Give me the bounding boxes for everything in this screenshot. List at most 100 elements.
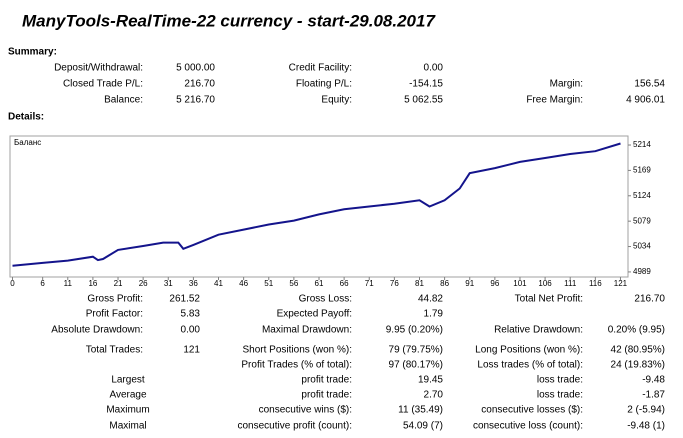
field-label: Maximal Drawdown: xyxy=(262,325,352,336)
field-label: Gross Profit: xyxy=(87,294,143,305)
field-value: 79 (79.75%) xyxy=(389,345,443,356)
x-tick-label: 71 xyxy=(365,279,374,288)
x-tick-label: 16 xyxy=(88,279,97,288)
field-label: Total Trades: xyxy=(86,345,143,356)
field-label: Profit Trades (% of total): xyxy=(241,360,352,371)
chart-label: Баланс xyxy=(14,138,41,147)
x-tick-label: 86 xyxy=(440,279,449,288)
field-label: Absolute Drawdown: xyxy=(51,325,143,336)
balance-line xyxy=(12,142,621,267)
field-label: loss trade: xyxy=(537,375,583,386)
y-tick-label: 5214 xyxy=(633,140,651,149)
field-value: 5 062.55 xyxy=(404,95,443,106)
y-tick-label: 5034 xyxy=(633,242,651,251)
field-value: 4 906.01 xyxy=(626,95,665,106)
y-tick-label: 5124 xyxy=(633,191,651,200)
field-label: Relative Drawdown: xyxy=(494,325,583,336)
field-label: Balance: xyxy=(104,95,143,106)
x-tick-label: 6 xyxy=(40,279,45,288)
field-value: 5 216.70 xyxy=(176,95,215,106)
field-label: loss trade: xyxy=(537,390,583,401)
field-label: Margin: xyxy=(550,79,583,90)
field-value: 19.45 xyxy=(418,375,443,386)
x-tick-label: 41 xyxy=(214,279,223,288)
field-label: profit trade: xyxy=(301,390,352,401)
y-tick-label: 5169 xyxy=(633,166,651,175)
row-label: Maximum xyxy=(106,405,149,416)
x-tick-label: 81 xyxy=(415,279,424,288)
field-label: Floating P/L: xyxy=(296,79,352,90)
field-value: 0.00 xyxy=(181,325,201,336)
field-value: 121 xyxy=(183,345,200,356)
x-tick-label: 66 xyxy=(340,279,349,288)
field-value: 97 (80.17%) xyxy=(389,360,443,371)
field-value: -1.87 xyxy=(642,390,665,401)
row-label: Maximal xyxy=(109,421,146,432)
field-value: 261.52 xyxy=(169,294,200,305)
field-label: Loss trades (% of total): xyxy=(477,360,583,371)
field-label: Long Positions (won %): xyxy=(475,345,583,356)
details-heading: Details: xyxy=(8,112,44,123)
field-value: 9.95 (0.20%) xyxy=(386,325,443,336)
row-label: Largest xyxy=(111,375,145,386)
field-label: profit trade: xyxy=(301,375,352,386)
field-value: 0.00 xyxy=(424,63,444,74)
x-tick-label: 76 xyxy=(390,279,399,288)
x-tick-label: 51 xyxy=(264,279,273,288)
x-tick-label: 116 xyxy=(589,279,602,288)
field-label: consecutive losses ($): xyxy=(481,405,583,416)
field-value: 2 (-5.94) xyxy=(627,405,665,416)
field-value: -154.15 xyxy=(409,79,443,90)
field-label: consecutive loss (count): xyxy=(473,421,583,432)
field-value: 5 000.00 xyxy=(176,63,215,74)
field-label: Total Net Profit: xyxy=(515,294,583,305)
field-value: 11 (35.49) xyxy=(398,405,443,416)
field-label: Deposit/Withdrawal: xyxy=(54,63,143,74)
field-label: Closed Trade P/L: xyxy=(63,79,143,90)
field-value: 24 (19.83%) xyxy=(611,360,665,371)
x-tick-label: 11 xyxy=(64,279,73,288)
field-label: consecutive profit (count): xyxy=(238,421,353,432)
field-label: Free Margin: xyxy=(526,95,583,106)
report-title: ManyTools-RealTime-22 currency - start-2… xyxy=(22,11,436,30)
field-value: -9.48 (1) xyxy=(627,421,665,432)
x-tick-label: 26 xyxy=(139,279,148,288)
field-label: Credit Facility: xyxy=(289,63,352,74)
field-value: 42 (80.95%) xyxy=(611,345,665,356)
x-tick-label: 56 xyxy=(289,279,298,288)
field-label: Equity: xyxy=(321,95,352,106)
field-label: Short Positions (won %): xyxy=(243,345,353,356)
field-value: 54.09 (7) xyxy=(403,421,443,432)
field-value: 5.83 xyxy=(181,309,201,320)
x-tick-label: 31 xyxy=(164,279,173,288)
x-tick-label: 46 xyxy=(239,279,248,288)
field-value: 0.20% (9.95) xyxy=(608,325,665,336)
x-tick-label: 121 xyxy=(614,279,628,288)
field-label: Profit Factor: xyxy=(86,309,143,320)
x-tick-label: 0 xyxy=(10,279,15,288)
x-tick-label: 111 xyxy=(564,279,577,288)
x-tick-label: 21 xyxy=(114,279,123,288)
y-tick-label: 4989 xyxy=(633,267,651,276)
field-value: 44.82 xyxy=(418,294,443,305)
field-value: 216.70 xyxy=(184,79,215,90)
summary-heading: Summary: xyxy=(8,47,57,58)
x-tick-label: 96 xyxy=(490,279,499,288)
field-value: 1.79 xyxy=(424,309,444,320)
chart-frame xyxy=(9,135,629,278)
field-label: consecutive wins ($): xyxy=(259,405,352,416)
field-value: 2.70 xyxy=(424,390,444,401)
field-label: Gross Loss: xyxy=(299,294,352,305)
field-value: 156.54 xyxy=(634,79,665,90)
x-tick-label: 36 xyxy=(189,279,198,288)
y-tick-label: 5079 xyxy=(633,216,651,225)
field-label: Expected Payoff: xyxy=(277,309,352,320)
field-value: 216.70 xyxy=(634,294,665,305)
x-tick-label: 106 xyxy=(538,279,552,288)
x-tick-label: 101 xyxy=(513,279,527,288)
field-value: -9.48 xyxy=(642,375,665,386)
x-tick-label: 91 xyxy=(465,279,474,288)
row-label: Average xyxy=(109,390,147,401)
x-tick-label: 61 xyxy=(315,279,324,288)
